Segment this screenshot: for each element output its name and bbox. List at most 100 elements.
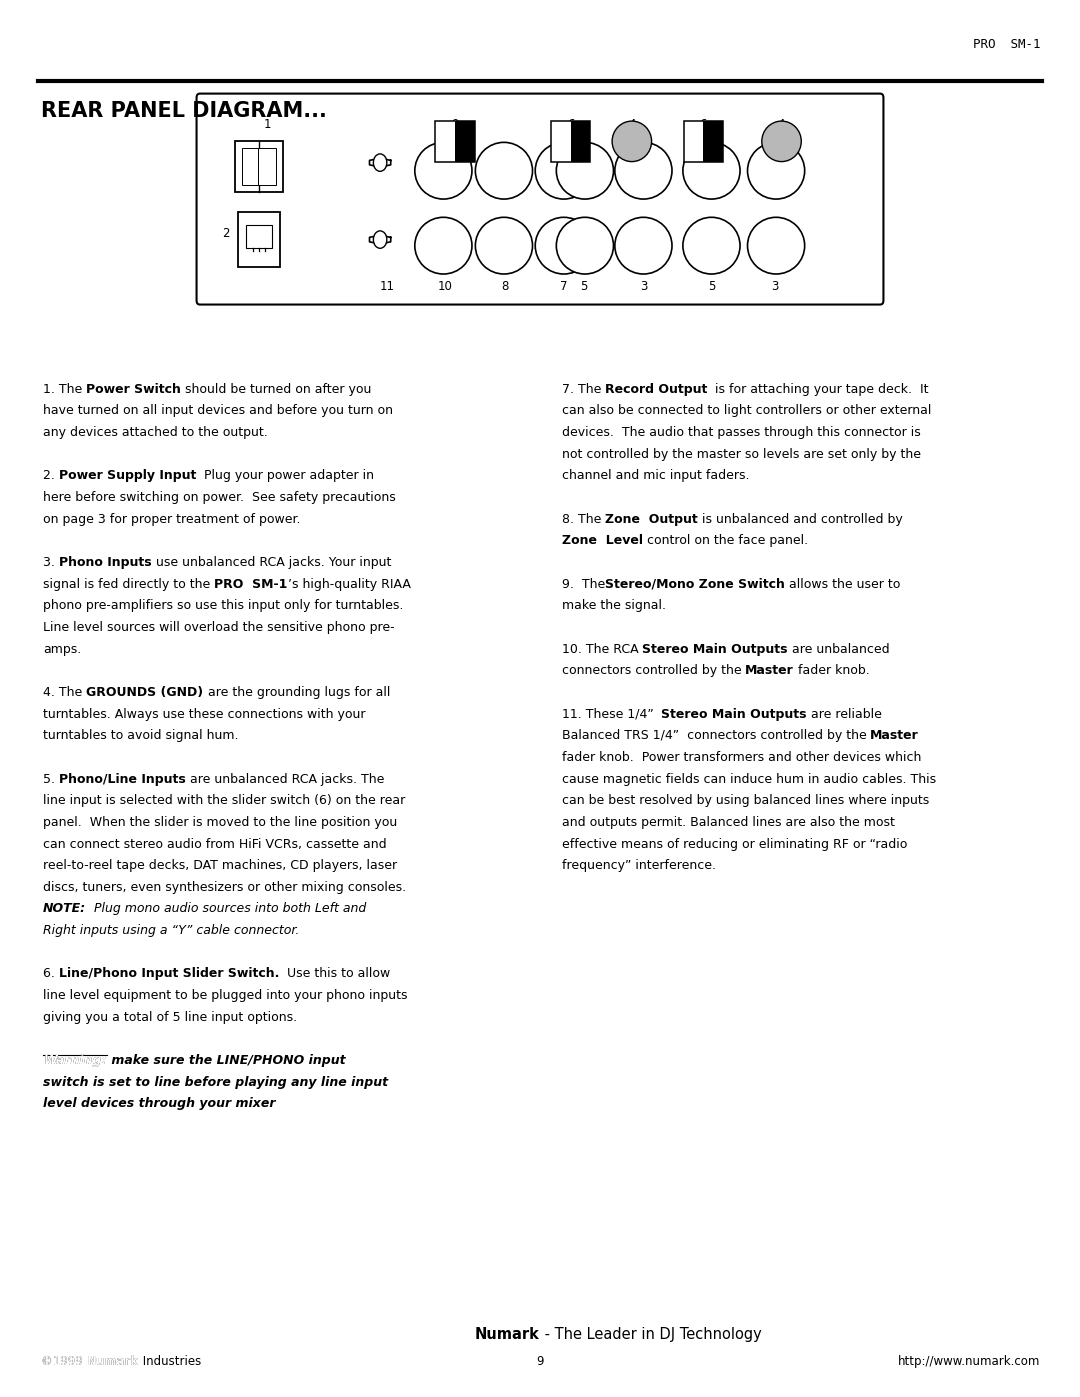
- Text: 8. The: 8. The: [562, 513, 605, 525]
- Text: are unbalanced: are unbalanced: [787, 643, 889, 655]
- Text: Numark: Numark: [86, 1355, 138, 1368]
- Text: 6: 6: [567, 117, 575, 131]
- Text: switch is set to line before playing any line input: switch is set to line before playing any…: [43, 1076, 389, 1088]
- Bar: [234, 141, 283, 191]
- Ellipse shape: [415, 218, 472, 274]
- Text: is unbalanced and controlled by: is unbalanced and controlled by: [698, 513, 903, 525]
- Bar: [246, 225, 272, 247]
- Text: signal is fed directly to the: signal is fed directly to the: [43, 578, 215, 591]
- Text: should be turned on after you: should be turned on after you: [181, 383, 372, 395]
- Text: Industries: Industries: [138, 1355, 201, 1368]
- Text: have turned on all input devices and before you turn on: have turned on all input devices and bef…: [43, 405, 393, 418]
- Text: Master: Master: [745, 664, 794, 678]
- Text: use unbalanced RCA jacks. Your input: use unbalanced RCA jacks. Your input: [151, 556, 391, 569]
- Text: phono pre-amplifiers so use this input only for turntables.: phono pre-amplifiers so use this input o…: [43, 599, 404, 612]
- Ellipse shape: [615, 142, 672, 198]
- Text: connectors controlled by the: connectors controlled by the: [562, 664, 745, 678]
- Text: 11. These 1/4”: 11. These 1/4”: [562, 707, 661, 721]
- Text: Balanced TRS 1/4”  connectors controlled by the: Balanced TRS 1/4” connectors controlled …: [562, 729, 870, 742]
- Text: discs, tuners, even synthesizers or other mixing consoles.: discs, tuners, even synthesizers or othe…: [43, 882, 406, 894]
- Text: 2.: 2.: [43, 469, 59, 482]
- Text: 3: 3: [771, 279, 779, 293]
- Circle shape: [374, 154, 387, 172]
- Text: NOTE:: NOTE:: [43, 902, 86, 915]
- Text: are reliable: are reliable: [807, 707, 881, 721]
- Text: 10: 10: [437, 279, 453, 293]
- Text: 10. The RCA: 10. The RCA: [562, 643, 643, 655]
- Bar: [435, 122, 475, 162]
- Text: Warning:: Warning:: [43, 1055, 107, 1067]
- Text: 4: 4: [629, 117, 636, 131]
- Text: control on the face panel.: control on the face panel.: [643, 534, 808, 548]
- Ellipse shape: [747, 218, 805, 274]
- Ellipse shape: [683, 218, 740, 274]
- Circle shape: [374, 231, 387, 249]
- Text: Plug your power adapter in: Plug your power adapter in: [197, 469, 375, 482]
- Text: is for attaching your tape deck.  It: is for attaching your tape deck. It: [707, 383, 929, 395]
- Text: line input is selected with the slider switch (6) on the rear: line input is selected with the slider s…: [43, 795, 405, 807]
- Text: reel-to-reel tape decks, DAT machines, CD players, laser: reel-to-reel tape decks, DAT machines, C…: [43, 859, 397, 872]
- Text: 4: 4: [778, 117, 785, 131]
- Text: 4. The: 4. The: [43, 686, 86, 698]
- Ellipse shape: [556, 142, 613, 198]
- Ellipse shape: [615, 218, 672, 274]
- Text: 3.: 3.: [43, 556, 59, 569]
- Text: here before switching on power.  See safety precautions: here before switching on power. See safe…: [43, 492, 396, 504]
- Text: fader knob.  Power transformers and other devices which: fader knob. Power transformers and other…: [562, 752, 921, 764]
- Bar: [684, 122, 703, 162]
- Text: Line/Phono Input Slider Switch.: Line/Phono Input Slider Switch.: [59, 968, 280, 981]
- Text: Stereo/Mono Zone Switch: Stereo/Mono Zone Switch: [605, 578, 785, 591]
- Text: allows the user to: allows the user to: [785, 578, 900, 591]
- Text: Power Supply Input: Power Supply Input: [59, 469, 197, 482]
- Text: make sure the LINE/PHONO input: make sure the LINE/PHONO input: [107, 1055, 346, 1067]
- Text: 8: 8: [501, 279, 509, 293]
- Ellipse shape: [415, 142, 472, 198]
- Ellipse shape: [556, 218, 613, 274]
- Text: Zone  Output: Zone Output: [605, 513, 698, 525]
- Ellipse shape: [475, 218, 532, 274]
- Text: Phono/Line Inputs: Phono/Line Inputs: [59, 773, 186, 785]
- Text: 7: 7: [561, 279, 568, 293]
- Text: can be best resolved by using balanced lines where inputs: can be best resolved by using balanced l…: [562, 793, 929, 807]
- Text: effective means of reducing or eliminating RF or “radio: effective means of reducing or eliminati…: [562, 838, 907, 851]
- Text: GROUNDS (GND): GROUNDS (GND): [86, 686, 203, 698]
- Text: 6.: 6.: [43, 968, 59, 981]
- Text: 9: 9: [537, 1355, 543, 1368]
- Text: 1. The: 1. The: [43, 383, 86, 395]
- Text: level devices through your mixer: level devices through your mixer: [43, 1098, 275, 1111]
- Text: are unbalanced RCA jacks. The: are unbalanced RCA jacks. The: [186, 773, 384, 785]
- Text: Power Switch: Power Switch: [86, 383, 181, 395]
- Text: Stereo Main Outputs: Stereo Main Outputs: [643, 643, 787, 655]
- Ellipse shape: [536, 142, 593, 198]
- Text: amps.: amps.: [43, 643, 81, 655]
- Text: not controlled by the master so levels are set only by the: not controlled by the master so levels a…: [562, 447, 920, 461]
- Text: http://www.numark.com: http://www.numark.com: [897, 1355, 1040, 1368]
- Text: giving you a total of 5 line input options.: giving you a total of 5 line input optio…: [43, 1011, 297, 1024]
- Text: Zone  Level: Zone Level: [562, 534, 643, 548]
- Ellipse shape: [761, 122, 801, 162]
- Ellipse shape: [747, 142, 805, 198]
- Text: and outputs permit. Balanced lines are also the most: and outputs permit. Balanced lines are a…: [562, 816, 894, 828]
- Text: 9: 9: [451, 117, 459, 131]
- Text: can also be connected to light controllers or other external: can also be connected to light controlle…: [562, 405, 931, 418]
- Text: ©1999: ©1999: [41, 1355, 86, 1368]
- Text: Stereo Main Outputs: Stereo Main Outputs: [661, 707, 807, 721]
- Bar: [551, 122, 591, 162]
- Ellipse shape: [475, 142, 532, 198]
- Text: line level equipment to be plugged into your phono inputs: line level equipment to be plugged into …: [43, 989, 408, 1002]
- Bar: [435, 122, 455, 162]
- Text: PRO  SM-1: PRO SM-1: [972, 38, 1040, 50]
- Text: Right inputs using a “Y” cable connector.: Right inputs using a “Y” cable connector…: [43, 925, 299, 937]
- Text: frequency” interference.: frequency” interference.: [562, 859, 716, 872]
- Bar: [684, 122, 723, 162]
- Text: turntables. Always use these connections with your: turntables. Always use these connections…: [43, 708, 366, 721]
- Text: 5: 5: [581, 279, 588, 293]
- Bar: [570, 122, 591, 162]
- Text: Plug mono audio sources into both Left and: Plug mono audio sources into both Left a…: [86, 902, 366, 915]
- Bar: [551, 122, 570, 162]
- Bar: [703, 122, 723, 162]
- Text: 7. The: 7. The: [562, 383, 605, 395]
- Text: fader knob.: fader knob.: [794, 664, 869, 678]
- Text: - The Leader in DJ Technology: - The Leader in DJ Technology: [540, 1327, 761, 1343]
- Text: PRO  SM-1: PRO SM-1: [215, 578, 288, 591]
